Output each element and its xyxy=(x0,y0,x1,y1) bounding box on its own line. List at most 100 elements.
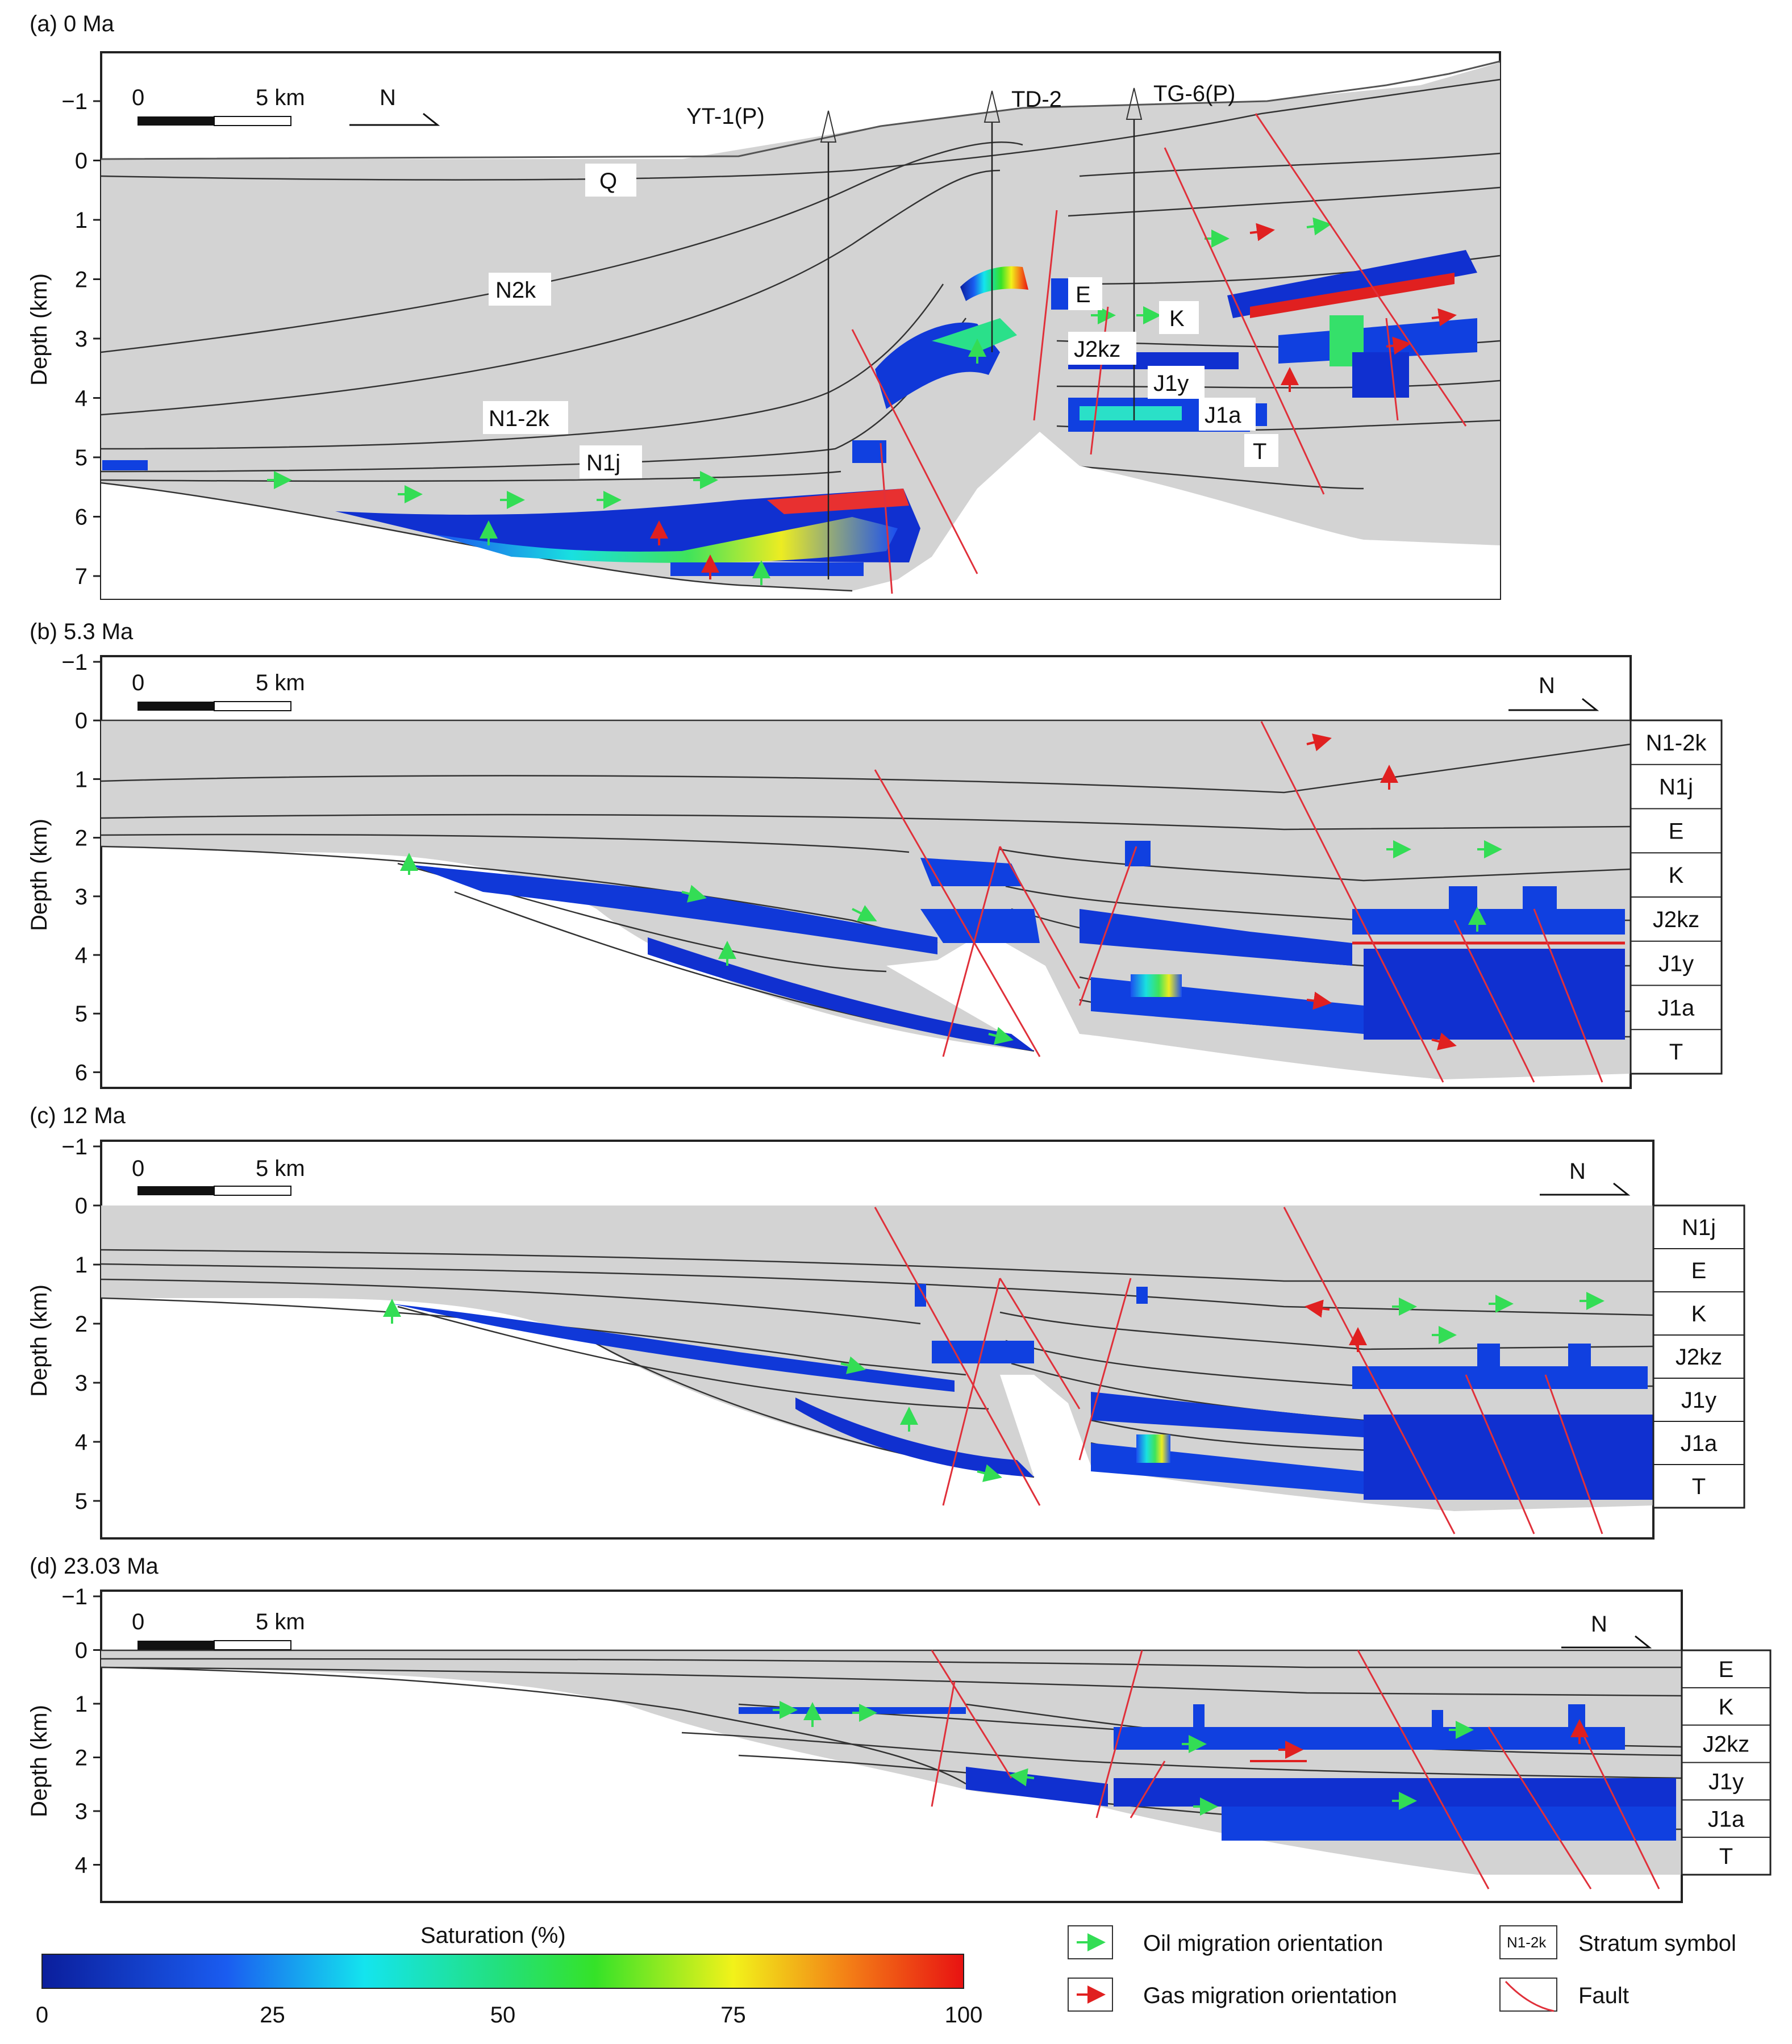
panel-a-faults xyxy=(851,113,1467,594)
panel-c: (c) 12 Ma xyxy=(27,1103,1745,1540)
north-label: N xyxy=(1591,1612,1607,1637)
stratum-label: T xyxy=(1692,1474,1706,1499)
y-tick-label: −1 xyxy=(61,1584,87,1609)
stratum-label: K xyxy=(1691,1302,1707,1326)
panel-a-arrows xyxy=(267,217,1457,585)
panel-a-basement xyxy=(101,432,1500,599)
stratum-label: N1j xyxy=(1682,1215,1716,1240)
panel-b-faults xyxy=(874,721,1603,1083)
y-tick-label: −1 xyxy=(61,89,87,114)
strata-columns: N1-2kN1jEKJ2kzJ1yJ1aTN1jEKJ2kzJ1yJ1aTEKJ… xyxy=(1631,731,1770,1869)
panel-d-faults xyxy=(931,1650,1660,1889)
stratum-label: K xyxy=(1669,863,1684,888)
y-tick-label: 5 xyxy=(75,445,87,470)
fault-legend-box xyxy=(1499,1978,1557,2012)
y-tick-label: 5 xyxy=(75,1489,87,1514)
scale-zero: 0 xyxy=(132,1156,144,1181)
panel-b-rock xyxy=(101,720,1631,1079)
y-tick-label: 1 xyxy=(75,1692,87,1717)
stratum-label: T xyxy=(1719,1844,1733,1869)
panel-c-faults xyxy=(874,1207,1603,1534)
layer-label: N2k xyxy=(495,278,536,303)
colorbar-tick-label: 0 xyxy=(36,2003,48,2028)
stratum-label: J2kz xyxy=(1703,1732,1749,1757)
y-tick-label: 7 xyxy=(75,564,87,589)
y-tick-label: 4 xyxy=(75,943,87,968)
y-axis-label: Depth (km) xyxy=(27,1284,52,1397)
y-tick-label: −1 xyxy=(61,650,87,675)
y-tick-label: 3 xyxy=(75,885,87,910)
y-tick-label: 2 xyxy=(75,268,87,293)
well-label: TG-6(P) xyxy=(1153,81,1235,106)
panel-d-saturation xyxy=(739,1704,1676,1841)
panel-b-scale: 0 5 km N xyxy=(132,670,1599,711)
panel-d-arrows xyxy=(773,1701,1589,1816)
panel-d-scale: 0 5 km N xyxy=(132,1609,1652,1650)
y-tick-label: −1 xyxy=(61,1134,87,1159)
panel-b-saturation xyxy=(409,841,1625,1051)
y-tick-label: 0 xyxy=(75,1194,87,1219)
layer-label: J1a xyxy=(1205,403,1241,428)
fault-icon xyxy=(1505,1980,1555,2012)
oil-legend-label: Oil migration orientation xyxy=(1143,1931,1383,1956)
fault-legend-label: Fault xyxy=(1578,1983,1629,2008)
stratum-label: J1a xyxy=(1658,995,1695,1020)
panel-d-title: (d) 23.03 Ma xyxy=(30,1554,159,1579)
panel-a: (a) 0 Ma xyxy=(27,11,1501,600)
stratum-label: J1y xyxy=(1708,1769,1744,1794)
y-tick-label: 3 xyxy=(75,1799,87,1824)
stratum-label: J1a xyxy=(1708,1807,1745,1832)
scale-zero: 0 xyxy=(132,1609,144,1634)
panel-c-rock xyxy=(101,1205,1653,1511)
stratum-symbol-example: N1-2k xyxy=(1507,1934,1547,1951)
y-tick-label: 2 xyxy=(75,1746,87,1771)
panel-a-title: (a) 0 Ma xyxy=(30,11,115,36)
stratum-label: E xyxy=(1691,1258,1707,1283)
y-tick-label: 1 xyxy=(75,767,87,792)
y-tick-label: 0 xyxy=(75,149,87,174)
panel-c-scale: 0 5 km N xyxy=(132,1156,1631,1196)
saturation-colorbar: Saturation (%) 0 25 50 75 100 xyxy=(36,1923,983,2028)
stratum-label: J2kz xyxy=(1653,907,1699,932)
y-ticks: −1 0 1 2 3 4 5 6 7 −1 0 1 2 3 4 5 6 −1 0 1 2 3 4 5 −1 0 1 2 3 4 xyxy=(61,89,101,1878)
colorbar-gradient xyxy=(41,1954,964,1989)
scale-end: 5 km xyxy=(256,85,305,110)
y-tick-label: 2 xyxy=(75,826,87,851)
stratum-label: N1j xyxy=(1659,775,1693,800)
scale-end: 5 km xyxy=(256,1609,305,1634)
stratum-symbol-label: Stratum symbol xyxy=(1578,1931,1736,1956)
colorbar-title: Saturation (%) xyxy=(420,1923,566,1948)
north-label: N xyxy=(1569,1159,1586,1184)
y-tick-label: 4 xyxy=(75,1430,87,1455)
panel-a-scale: 0 5 km N xyxy=(132,85,440,126)
gas-legend-label: Gas migration orientation xyxy=(1143,1983,1397,2008)
stratum-label: J1a xyxy=(1681,1431,1718,1456)
y-tick-label: 6 xyxy=(75,505,87,530)
derrick-icon xyxy=(1126,87,1143,120)
panel-a-surface xyxy=(101,60,1501,160)
panel-a-saturation xyxy=(102,250,1477,576)
layer-label: Q xyxy=(599,169,617,194)
north-label: N xyxy=(1539,673,1555,698)
layer-label: E xyxy=(1076,282,1091,307)
scale-end: 5 km xyxy=(256,670,305,695)
layer-label: N1j xyxy=(586,450,620,475)
panel-b: (b) 5.3 Ma xyxy=(27,619,1723,1089)
y-tick-label: 3 xyxy=(75,1371,87,1396)
panel-a-layer-labels: Q N2k N1-2k N1j E K J2kz J1y J1a T xyxy=(483,164,1278,478)
north-label: N xyxy=(380,85,396,110)
colorbar-tick-label: 50 xyxy=(490,2003,516,2028)
stratum-label: J1y xyxy=(1681,1388,1716,1413)
stratum-label: J2kz xyxy=(1676,1345,1722,1370)
panel-c-title: (c) 12 Ma xyxy=(30,1103,126,1128)
y-tick-label: 6 xyxy=(75,1060,87,1085)
stratum-label: K xyxy=(1719,1695,1734,1720)
y-tick-label: 0 xyxy=(75,1638,87,1663)
y-axis-label: Depth (km) xyxy=(27,819,52,931)
scale-zero: 0 xyxy=(132,85,144,110)
scale-end: 5 km xyxy=(256,1156,305,1181)
y-tick-label: 1 xyxy=(75,1253,87,1278)
layer-label: K xyxy=(1169,306,1185,331)
y-tick-label: 1 xyxy=(75,208,87,233)
